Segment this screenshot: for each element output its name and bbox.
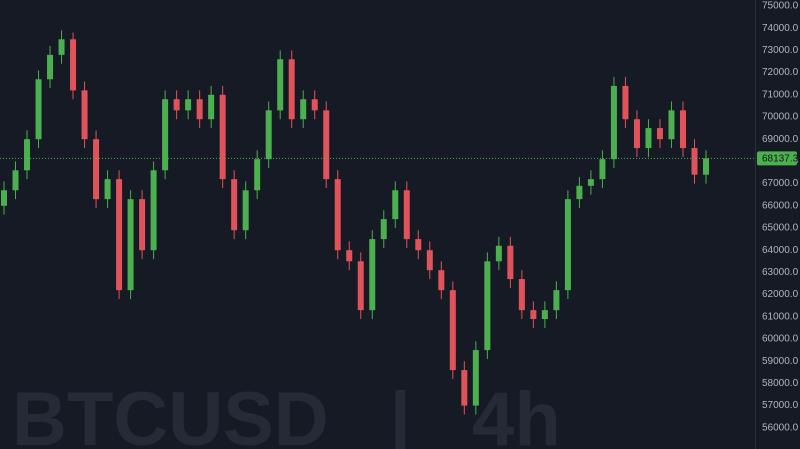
candle-body [104,179,111,200]
candle-body [622,85,629,120]
candle-body [93,139,100,200]
y-tick-label: 63000.0 [762,267,799,278]
candle-body [300,99,307,120]
y-tick-label: 75000.0 [762,1,799,12]
y-tick-label: 58000.0 [762,378,799,389]
candle-body [288,59,295,120]
candle-body [47,54,54,80]
candle-body [380,219,387,240]
candle-body [484,261,491,351]
candle-body [334,179,341,251]
candle-body [587,179,594,186]
candle-body [518,279,525,311]
candle-body [495,245,502,262]
candle-body [357,261,364,311]
candle-body [541,310,548,320]
candle-body [254,159,261,191]
y-tick-label: 66000.0 [762,200,799,211]
y-tick-label: 74000.0 [762,23,799,34]
candle-body [81,90,88,140]
candle-body [426,250,433,271]
candle-body [438,270,445,291]
last-price-box [757,151,797,166]
candle-body [185,99,192,111]
candle-body [116,179,123,291]
candle-body [311,99,318,111]
candle-body [472,350,479,406]
candle-body [139,199,146,251]
y-tick-label: 61000.0 [762,311,799,322]
y-tick-label: 64000.0 [762,245,799,256]
last-price-label: 68137.3 [762,153,799,164]
candle-body [403,190,410,240]
candle-body [24,139,31,171]
candle-body [599,159,606,180]
candle-body [196,99,203,120]
candle-body [70,39,77,91]
candle-body [415,239,422,251]
candle-body [530,310,537,320]
candle-body [35,79,42,140]
candle-body [679,110,686,149]
y-tick-label: 69000.0 [762,134,799,145]
candle-body [12,170,19,191]
candle-body [208,94,215,120]
candle-body [691,148,698,175]
y-tick-label: 60000.0 [762,334,799,345]
candle-body [449,290,456,371]
y-tick-label: 67000.0 [762,178,799,189]
candle-body [369,239,376,311]
candle-body [127,199,134,291]
candle-body [553,290,560,311]
y-tick-label: 57000.0 [762,400,799,411]
y-tick-label: 62000.0 [762,289,799,300]
y-tick-label: 56000.0 [762,422,799,433]
candle-body [656,128,663,140]
candle-body [277,59,284,111]
y-tick-label: 70000.0 [762,112,799,123]
candle-body [162,99,169,171]
candle-body [668,110,675,140]
candle-body [645,128,652,149]
candle-body [507,245,514,280]
candle-body [219,94,226,180]
y-tick-label: 72000.0 [762,67,799,78]
candle-body [1,190,7,206]
candle-body [265,110,272,160]
candle-body [231,179,238,231]
candle-body [242,190,249,231]
candle-body [173,99,180,111]
candle-body [576,185,583,200]
candle-body [703,158,709,175]
candle-body [633,119,640,149]
y-tick-label: 65000.0 [762,223,799,234]
candle-body [461,370,468,406]
candle-body [610,85,617,160]
candle-body [323,110,330,180]
y-tick-label: 71000.0 [762,89,799,100]
candle-body [150,170,157,251]
candle-body [58,39,65,55]
candle-body [564,199,571,291]
y-tick-label: 59000.0 [762,356,799,367]
y-tick-label: 73000.0 [762,45,799,56]
candle-body [346,250,353,262]
watermark: BTCUSD | 4h [12,377,561,449]
candle-body [392,190,399,220]
